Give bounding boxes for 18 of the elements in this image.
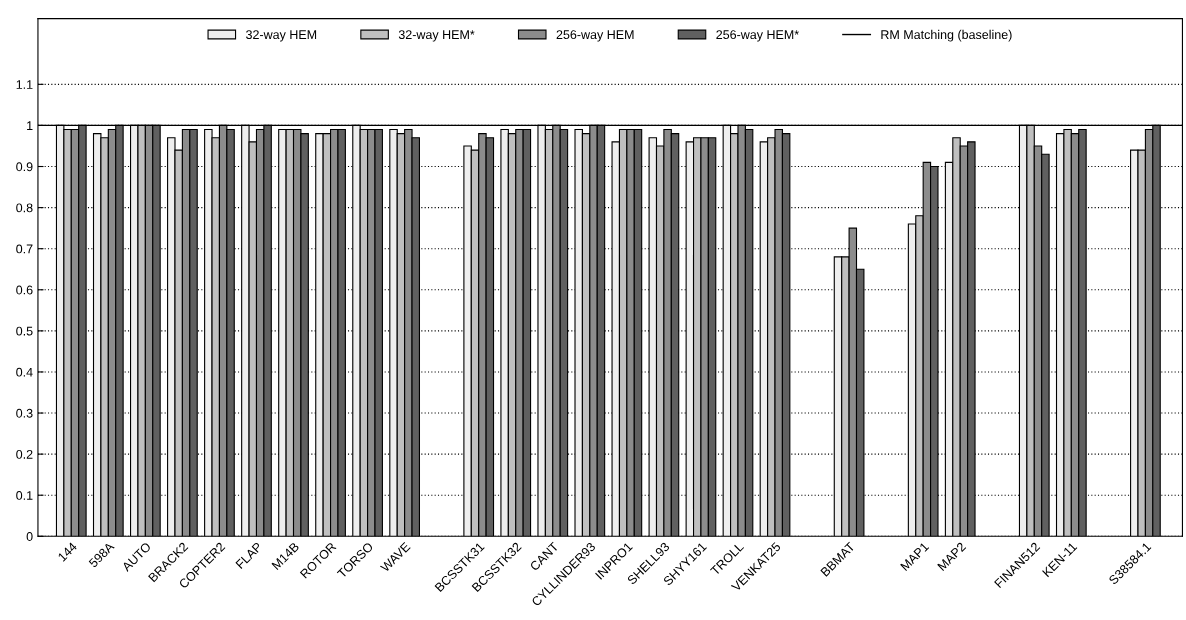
y-tick-label: 0.6 xyxy=(16,285,33,295)
y-tick-label: 0.5 xyxy=(16,326,33,336)
legend-label: 32-way HEM xyxy=(246,30,317,42)
y-tick-label: 0.7 xyxy=(16,244,33,254)
legend-label: 256-way HEM* xyxy=(716,30,799,42)
y-tick-label: 0.8 xyxy=(16,203,33,213)
y-tick-label: 0.2 xyxy=(16,449,33,459)
x-tick-label: 144 xyxy=(57,541,78,562)
y-tick-label: 0.1 xyxy=(16,491,33,500)
y-tick-label: 1.1 xyxy=(16,80,33,89)
legend-label: 256-way HEM xyxy=(556,30,634,42)
y-tick-label: 0.9 xyxy=(16,162,33,172)
y-tick-label: 0 xyxy=(26,532,33,541)
y-tick-label: 0.4 xyxy=(16,367,33,377)
y-tick-label: 1 xyxy=(27,121,33,130)
y-tick-label: 0.3 xyxy=(16,408,33,418)
legend-label: 32-way HEM* xyxy=(398,30,475,42)
legend-label: RM Matching (baseline) xyxy=(881,29,1012,42)
